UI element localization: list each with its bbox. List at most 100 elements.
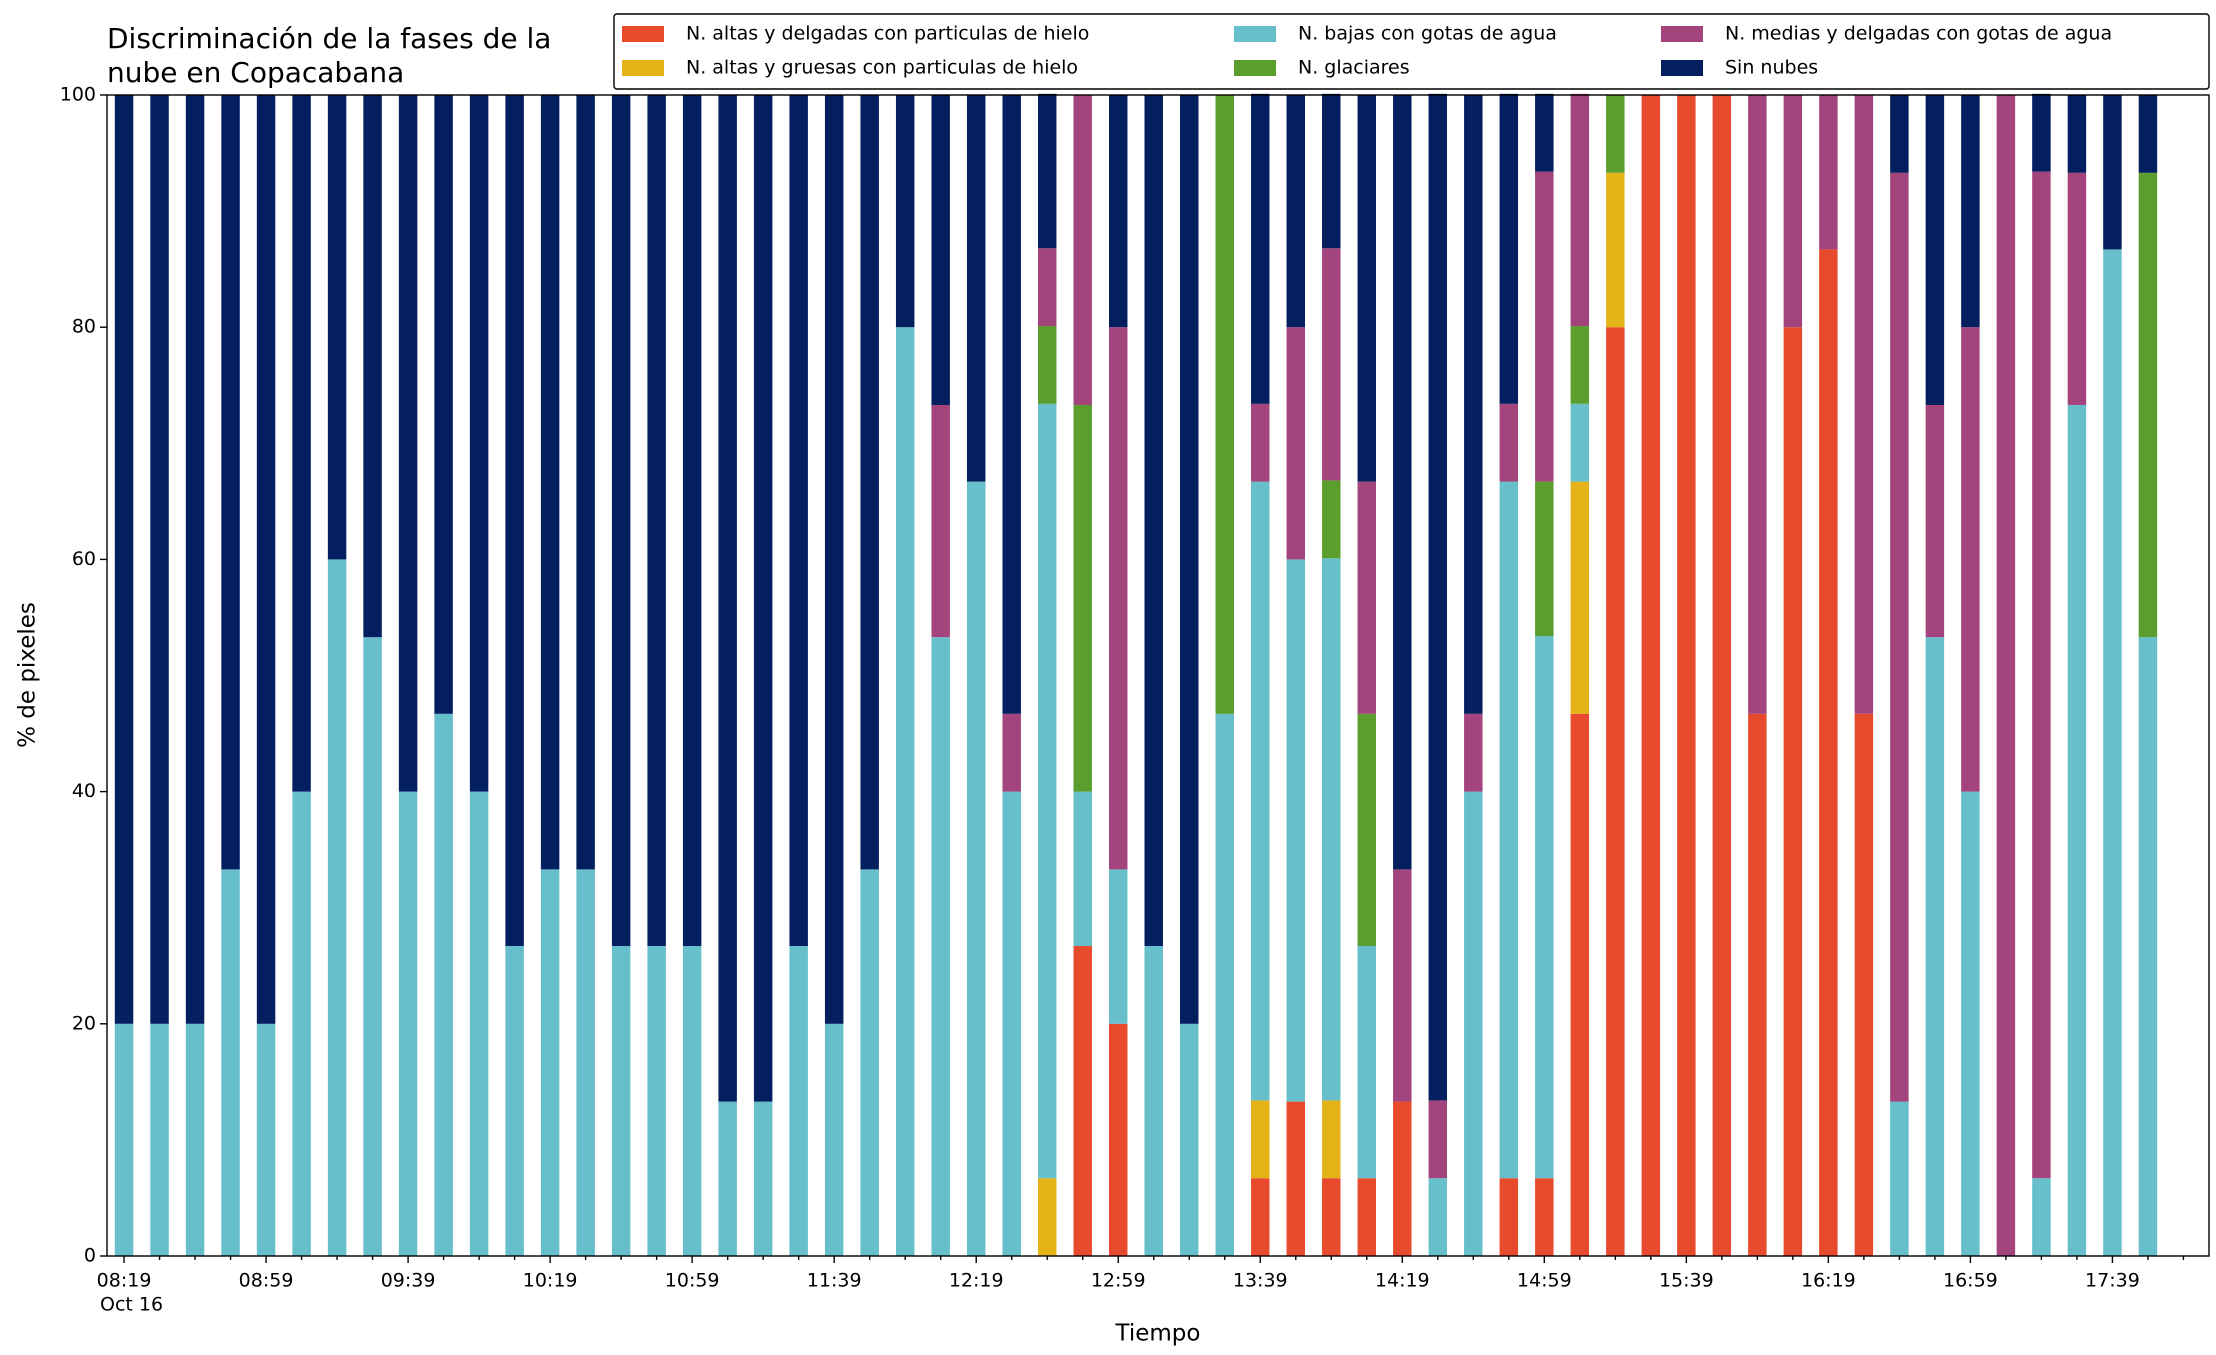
bar-segment [1996,95,2016,1256]
bar-segment [540,95,560,870]
legend-label: N. bajas con gotas de agua [1298,23,1557,45]
bar-segment [1393,95,1412,870]
bar-segment [966,95,986,482]
x-tick-label: 16:59 [1943,1270,1998,1292]
bar-segment [1215,95,1234,714]
bar-segment [1322,1178,1341,1256]
bar-segment [682,946,702,1256]
bar-segment [469,95,489,792]
bar-segment [1499,1178,1519,1256]
bar-segment [1322,93,1341,249]
legend-swatch [1661,60,1703,76]
bar-segment [1322,248,1341,481]
bar-segment [1037,248,1057,327]
bar-segment [1357,1178,1377,1256]
bar-segment [1854,95,1874,714]
bar-segment [1464,791,1483,1256]
bar-segment [1180,95,1199,1024]
legend-box [613,13,2210,90]
bar-segment [1570,93,1590,327]
bar-segment [2138,172,2158,638]
x-tick-label: 12:19 [949,1270,1004,1292]
plot-frame [106,94,2210,1257]
bar-segment [1251,403,1270,482]
bar-segment [2067,404,2087,1256]
bar-segment [256,1023,276,1256]
y-tick-label: 0 [84,1245,96,1267]
legend-label: N. altas y gruesas con particulas de hie… [686,57,1078,79]
bar-segment [576,95,595,870]
bar-segment [1854,713,1874,1256]
bar-segment [1286,327,1305,560]
bar-segment [1144,95,1163,947]
bar-segment [1748,95,1767,714]
bar-segment [1961,95,1980,328]
bar-segment [1251,481,1270,1101]
bar-segment [576,869,595,1256]
x-tick-label: 09:39 [381,1270,436,1292]
bar-segment [1322,1100,1341,1179]
bar-segment [1109,869,1128,1024]
bar-segment [1037,326,1057,404]
bar-segment [1073,946,1092,1256]
bar-segment [1712,95,1732,1256]
bar-segment [1499,481,1519,1179]
bar-segment [1535,1178,1554,1256]
bar-segment [1037,403,1057,1179]
bar-segment [434,713,453,1256]
bar-segment [256,95,276,1024]
bar-segment [1037,1178,1057,1256]
bar-segment [1464,95,1483,714]
bar-segment [398,95,418,792]
chart-title: nube en Copacabana [107,56,404,89]
x-tick-label: 16:19 [1801,1270,1856,1292]
bar-segment [1286,1101,1305,1256]
x-tick-label: 11:39 [807,1270,862,1292]
bar-segment [1073,791,1092,947]
bar-segment [1428,1100,1448,1179]
bar-segment [1535,93,1554,172]
bar-segment [505,95,524,947]
bar-segment [327,559,347,1256]
bar-segment [1819,95,1838,250]
bar-segment [292,791,311,1256]
bar-segment [1961,327,1980,792]
bar-segment [469,791,489,1256]
bar-segment [114,95,134,1024]
bar-segment [1748,713,1767,1256]
legend-label: N. glaciares [1298,57,1410,79]
bar-segment [1357,481,1377,714]
y-tick-label: 100 [60,84,96,106]
bar-segment [2103,249,2122,1257]
bar-segment [611,95,631,947]
bar-segment [2032,1178,2051,1256]
bar-segment [1002,713,1021,792]
bar-segment [1890,1101,1909,1256]
bar-segment [1535,636,1554,1179]
bar-segment [789,946,808,1256]
bar-segment [434,95,453,714]
legend-swatch [622,60,664,76]
bar-segment [1428,1178,1448,1256]
bar-segment [1109,327,1128,870]
bar-segment [824,1023,844,1256]
bar-segment [718,1101,737,1256]
bar-segment [1357,946,1377,1179]
bar-segment [2067,95,2087,173]
x-tick-label: 14:19 [1375,1270,1430,1292]
x-tick-label: 10:19 [523,1270,578,1292]
bar-segment [2138,95,2158,173]
bar-segment [398,791,418,1256]
legend-swatch [622,26,664,42]
bar-segment [824,95,844,1024]
bar-segment [1570,713,1590,1256]
legend-swatch [1661,26,1703,42]
bar-segment [1251,93,1270,404]
bar-segment [2032,93,2051,172]
x-tick-label: 17:39 [2085,1270,2140,1292]
bar-segment [647,95,666,947]
chart-title: Discriminación de la fases de la [107,22,551,55]
x-tick-label: 13:39 [1233,1270,1288,1292]
bar-segment [1499,93,1519,404]
legend-swatch [1234,26,1276,42]
